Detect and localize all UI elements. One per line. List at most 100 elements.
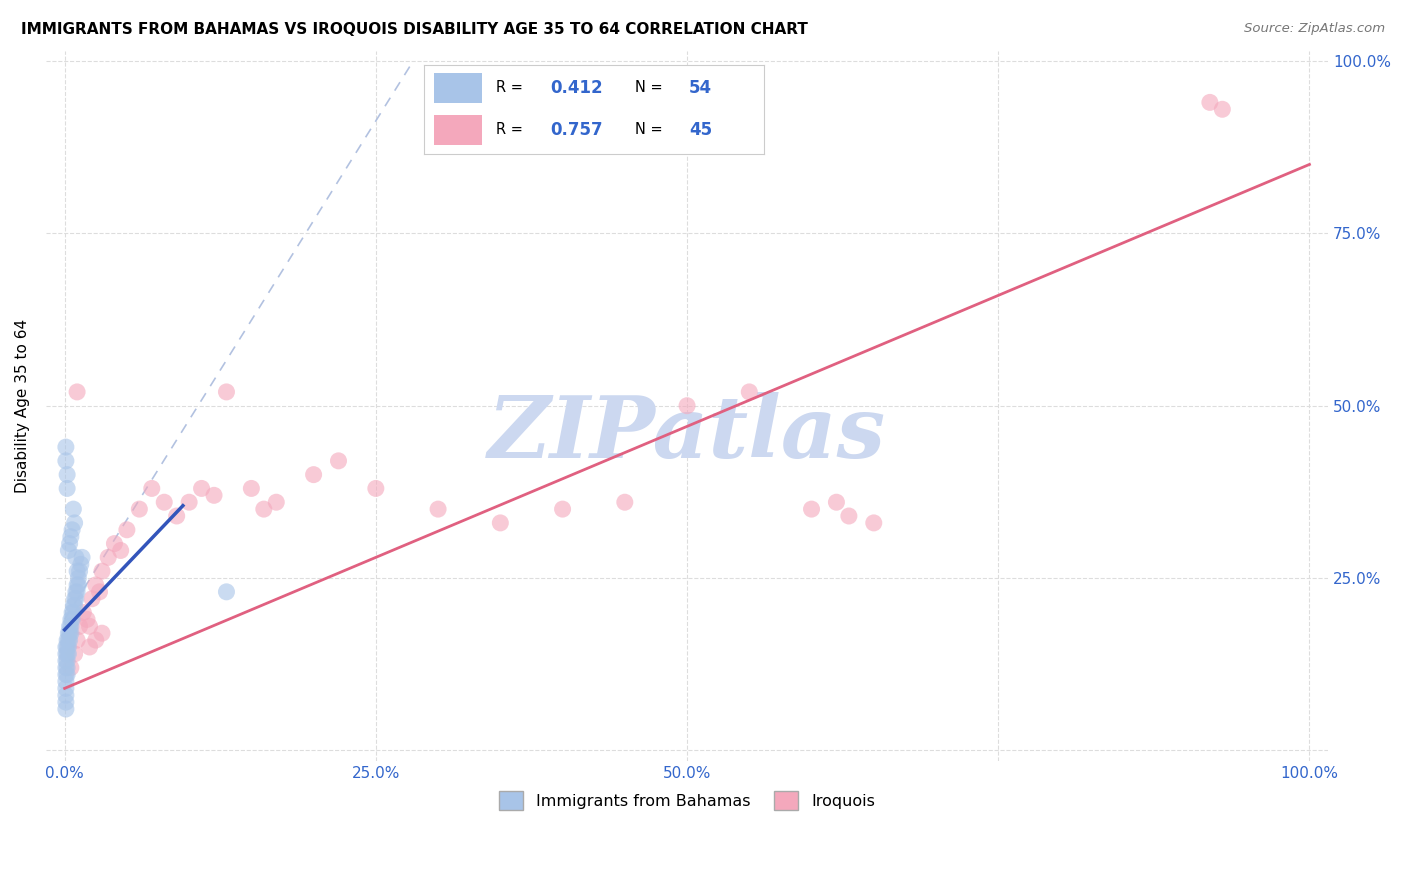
Point <box>55 454 77 468</box>
Point <box>60 612 83 626</box>
Point <box>302 467 325 482</box>
Point <box>59 612 82 626</box>
Point <box>55 681 77 696</box>
Point <box>55 647 77 661</box>
Legend: Immigrants from Bahamas, Iroquois: Immigrants from Bahamas, Iroquois <box>492 784 882 817</box>
Point <box>66 578 89 592</box>
Point <box>84 578 107 592</box>
Point <box>63 599 86 613</box>
Point <box>55 661 77 675</box>
Point <box>55 674 77 689</box>
Point <box>489 516 512 530</box>
Point <box>56 633 79 648</box>
Point <box>55 640 77 654</box>
Point <box>66 564 89 578</box>
Point <box>141 482 163 496</box>
Point <box>60 606 83 620</box>
Point <box>89 584 111 599</box>
Point <box>56 467 79 482</box>
Point <box>800 502 823 516</box>
Point <box>97 550 120 565</box>
Point <box>56 640 79 654</box>
Point <box>79 619 101 633</box>
Point <box>676 399 699 413</box>
Point <box>115 523 138 537</box>
Point <box>55 702 77 716</box>
Point <box>1211 103 1233 117</box>
Point <box>67 578 90 592</box>
Point <box>63 591 86 606</box>
Text: IMMIGRANTS FROM BAHAMAS VS IROQUOIS DISABILITY AGE 35 TO 64 CORRELATION CHART: IMMIGRANTS FROM BAHAMAS VS IROQUOIS DISA… <box>21 22 808 37</box>
Point <box>838 508 860 523</box>
Point <box>69 558 91 572</box>
Point <box>59 536 82 550</box>
Point <box>80 591 103 606</box>
Point <box>55 695 77 709</box>
Point <box>862 516 884 530</box>
Point <box>153 495 176 509</box>
Point <box>179 495 201 509</box>
Point <box>62 606 84 620</box>
Point <box>79 640 101 654</box>
Point <box>613 495 636 509</box>
Point <box>103 536 125 550</box>
Point <box>166 508 188 523</box>
Point <box>65 591 87 606</box>
Point <box>62 502 84 516</box>
Point <box>202 488 225 502</box>
Point <box>58 543 80 558</box>
Point <box>59 530 82 544</box>
Point <box>59 619 82 633</box>
Point <box>738 384 761 399</box>
Point <box>215 584 238 599</box>
Point <box>128 502 150 516</box>
Y-axis label: Disability Age 35 to 64: Disability Age 35 to 64 <box>15 318 30 492</box>
Point <box>58 647 80 661</box>
Point <box>84 633 107 648</box>
Point <box>66 584 89 599</box>
Point <box>427 502 450 516</box>
Point <box>69 564 91 578</box>
Point <box>91 564 114 578</box>
Point <box>55 688 77 702</box>
Text: Source: ZipAtlas.com: Source: ZipAtlas.com <box>1244 22 1385 36</box>
Point <box>56 667 79 681</box>
Text: ZIPatlas: ZIPatlas <box>488 392 886 475</box>
Point <box>66 384 89 399</box>
Point <box>65 584 87 599</box>
Point <box>59 626 82 640</box>
Point <box>59 661 82 675</box>
Point <box>58 633 80 648</box>
Point <box>56 482 79 496</box>
Point <box>215 384 238 399</box>
Point <box>58 626 80 640</box>
Point <box>264 495 287 509</box>
Point <box>364 482 387 496</box>
Point <box>56 654 79 668</box>
Point <box>76 612 98 626</box>
Point <box>59 626 82 640</box>
Point <box>55 667 77 681</box>
Point <box>110 543 132 558</box>
Point <box>69 619 91 633</box>
Point <box>253 502 276 516</box>
Point <box>1199 95 1222 110</box>
Point <box>56 647 79 661</box>
Point <box>59 619 82 633</box>
Point <box>66 633 89 648</box>
Point <box>328 454 350 468</box>
Point <box>240 482 263 496</box>
Point <box>72 606 94 620</box>
Point <box>62 599 84 613</box>
Point <box>56 661 79 675</box>
Point <box>551 502 574 516</box>
Point <box>190 482 212 496</box>
Point <box>55 654 77 668</box>
Point <box>70 550 93 565</box>
Point <box>63 516 86 530</box>
Point <box>91 626 114 640</box>
Point <box>59 633 82 648</box>
Point <box>58 640 80 654</box>
Point <box>825 495 848 509</box>
Point <box>63 647 86 661</box>
